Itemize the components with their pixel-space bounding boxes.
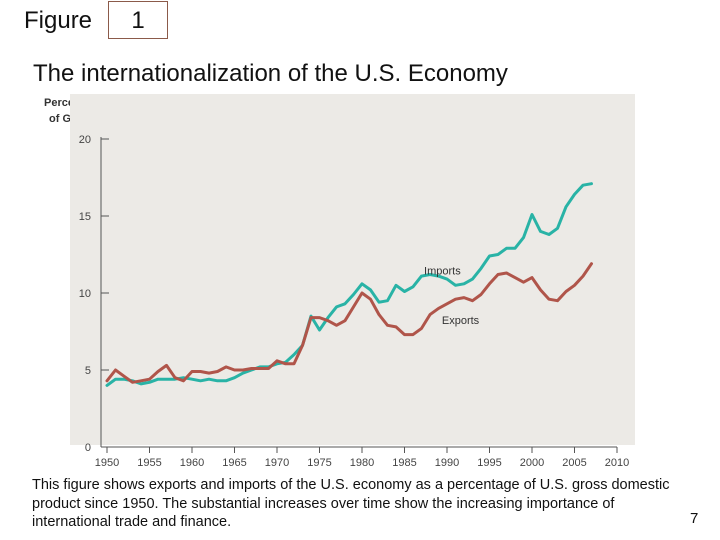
x-tick-label: 1990 [435,457,459,469]
chart: Percent of GDP 0 5 10 15 20 1950 1955 1960 1965 1… [30,92,640,472]
x-tick-label: 1960 [180,457,204,469]
y-tick-label: 5 [85,365,91,377]
x-tick-label: 1995 [477,457,501,469]
slide-title: The internationalization of the U.S. Eco… [33,60,508,87]
y-tick-label: 0 [85,442,91,454]
x-tick-label: 1970 [265,457,289,469]
x-tick-label: 2005 [562,457,586,469]
x-tick-label: 1975 [307,457,331,469]
y-tick-label: 10 [79,288,91,300]
x-tick-label: 1950 [95,457,119,469]
x-tick-label: 2010 [605,457,629,469]
page-number: 7 [690,510,699,527]
y-tick-label: 15 [79,211,91,223]
x-tick-label: 1955 [137,457,161,469]
x-tick-label: 1965 [222,457,246,469]
series-label-imports: Imports [424,266,461,278]
x-tick-label: 1980 [350,457,374,469]
y-tick-label: 20 [79,134,91,146]
figure-label: Figure [24,7,93,34]
series-line-imports [105,182,593,387]
figure-caption: This figure shows exports and imports of… [32,477,670,530]
series-line-exports [105,262,593,384]
figure-number: 1 [108,1,168,39]
x-tick-label: 1985 [392,457,416,469]
x-tick-label: 2000 [520,457,544,469]
series-label-exports: Exports [442,315,480,327]
plot-background [70,94,635,445]
